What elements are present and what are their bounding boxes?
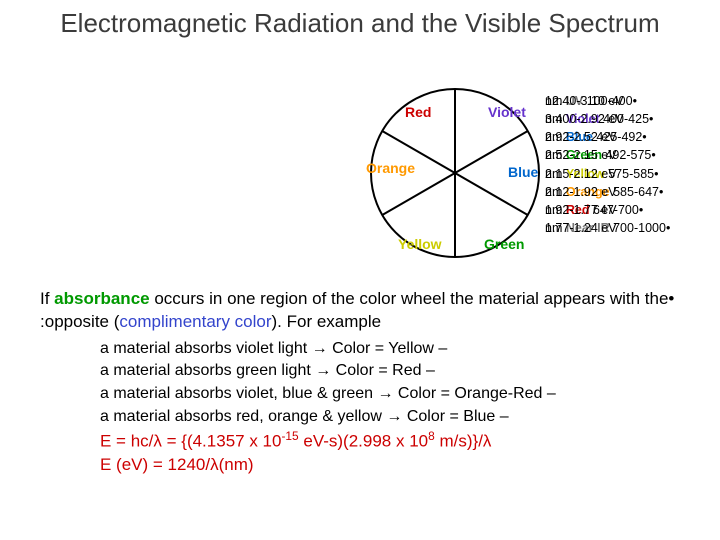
range-ev-overlay: 12.40-3.10 eV (545, 92, 624, 110)
bullet-icon: • (639, 203, 643, 217)
range-ev-overlay: 2.12-1.92 eV (545, 183, 617, 201)
wheel-label-violet: Violet (488, 104, 526, 120)
wheel-label-yellow: Yellow (398, 236, 442, 252)
complimentary-keyword: complimentary color (119, 312, 271, 331)
range-row: •492-575 nm Green2.52-2.15 eV (545, 146, 710, 164)
bullet-icon: • (651, 148, 655, 162)
bullet-icon: • (659, 185, 663, 199)
wheel-label-red: Red (405, 104, 431, 120)
range-row: •400-425 nm Violet3.400-2.92 eV (545, 110, 710, 128)
range-row: •575-585 nm Yellow2.15-2.12 eV (545, 165, 710, 183)
sup: -15 (281, 429, 298, 443)
range-ev-overlay: 2.92-2.52 eV (545, 128, 617, 146)
bullet-icon: • (649, 112, 653, 126)
sup: 8 (428, 429, 435, 443)
txt: eV-s)(2.998 x 10 (299, 432, 428, 451)
txt: If (40, 289, 54, 308)
range-row: •425-492 nm Blue2.92-2.52 eV (545, 128, 710, 146)
absorbance-paragraph: •If absorbance occurs in one region of t… (40, 288, 680, 334)
bullet-icon: • (654, 167, 658, 181)
range-ev-overlay: 2.52-2.15 eV (545, 146, 617, 164)
absorbance-keyword: absorbance (54, 289, 149, 308)
wheel-label-orange: Orange (366, 160, 415, 176)
example-item: – a material absorbs red, orange & yello… (100, 406, 680, 428)
slide-title: Electromagnetic Radiation and the Visibl… (0, 8, 720, 39)
wheel-label-green: Green (484, 236, 524, 252)
energy-formula-1: E = hc/λ = {(4.1357 x 10-15 eV-s)(2.998 … (100, 428, 680, 454)
example-item: – a material absorbs green light → Color… (100, 360, 680, 382)
color-wheel-area: RedVioletOrangeBlueYellowGreen •100-400 … (350, 88, 700, 278)
range-ev-overlay: 1.77-1.24 eV (545, 219, 617, 237)
bullet-icon: • (633, 94, 637, 108)
example-item: – a material absorbs violet, blue & gree… (100, 383, 680, 405)
range-row: •700-1000 nm Near IR1.77-1.24 eV (545, 219, 710, 237)
wheel-label-blue: Blue (508, 164, 538, 180)
energy-formula-2: E (eV) = 1240/λ(nm) (100, 454, 680, 477)
example-item: – a material absorbs violet light → Colo… (100, 338, 680, 360)
range-row: •647-700 nm Red1.92-1.77 eV (545, 201, 710, 219)
bullet-icon: • (666, 221, 670, 235)
bullet-icon: • (642, 130, 646, 144)
range-ev-overlay: 2.15-2.12 eV (545, 165, 617, 183)
body-text: •If absorbance occurs in one region of t… (40, 288, 680, 477)
range-row: •100-400 nm UV12.40-3.10 eV (545, 92, 710, 110)
wavelength-list: •100-400 nm UV12.40-3.10 eV•400-425 nm V… (545, 92, 710, 237)
range-ev-overlay: 3.400-2.92 eV (545, 110, 624, 128)
range-row: •585-647 nm Orange2.12-1.92 eV (545, 183, 710, 201)
txt: m/s)}/λ (435, 432, 492, 451)
range-ev-overlay: 1.92-1.77 eV (545, 201, 617, 219)
example-list: – a material absorbs violet light → Colo… (40, 338, 680, 427)
txt: E = hc/λ = {(4.1357 x 10 (100, 432, 281, 451)
